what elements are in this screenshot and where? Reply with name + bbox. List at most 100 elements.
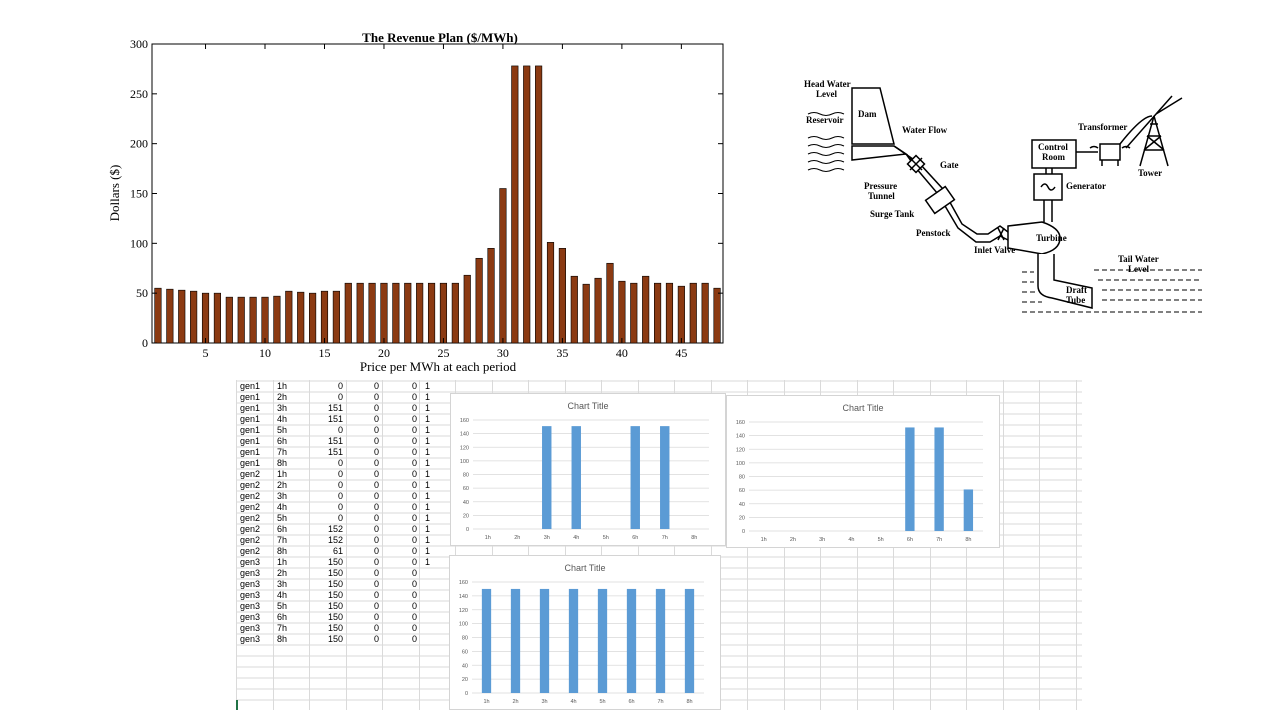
table-cell[interactable]: 0 — [373, 502, 379, 512]
table-cell[interactable]: 0 — [337, 469, 343, 479]
excel-chart-gen2[interactable]: Chart Title 0 20 40 60 80 100 120 140 160 1h 2h 3h 4h… — [726, 395, 1000, 548]
table-cell[interactable]: 0 — [337, 502, 343, 512]
table-cell[interactable]: 6h — [277, 436, 288, 446]
table-cell[interactable]: 0 — [337, 381, 343, 391]
table-cell[interactable]: gen2 — [240, 535, 261, 545]
table-cell[interactable]: 1 — [425, 480, 431, 490]
table-cell[interactable]: 1 — [425, 469, 431, 479]
table-cell[interactable]: 0 — [411, 568, 417, 578]
table-cell[interactable]: 0 — [411, 469, 417, 479]
table-cell[interactable]: gen2 — [240, 491, 261, 501]
table-cell[interactable]: 0 — [373, 535, 379, 545]
table-cell[interactable]: 0 — [373, 458, 379, 468]
table-cell[interactable]: 8h — [277, 458, 288, 468]
table-cell[interactable]: 7h — [277, 447, 288, 457]
table-cell[interactable]: 0 — [411, 425, 417, 435]
table-cell[interactable]: 0 — [411, 634, 417, 644]
table-cell[interactable]: 0 — [411, 590, 417, 600]
excel-bar[interactable] — [934, 427, 944, 531]
table-cell[interactable]: 0 — [411, 535, 417, 545]
table-cell[interactable]: 6h — [277, 524, 288, 534]
table-cell[interactable]: 1 — [425, 414, 431, 424]
table-cell[interactable]: 0 — [411, 557, 417, 567]
table-cell[interactable]: gen3 — [240, 557, 261, 567]
table-cell[interactable]: 0 — [373, 513, 379, 523]
table-cell[interactable]: 150 — [327, 557, 343, 567]
table-cell[interactable]: 0 — [373, 634, 379, 644]
table-cell[interactable]: 0 — [411, 414, 417, 424]
table-cell[interactable]: 150 — [327, 634, 343, 644]
table-cell[interactable]: 1 — [425, 513, 431, 523]
excel-bar[interactable] — [660, 426, 670, 529]
table-cell[interactable]: 0 — [373, 524, 379, 534]
table-cell[interactable]: 0 — [373, 480, 379, 490]
table-cell[interactable]: 0 — [411, 546, 417, 556]
table-cell[interactable]: 1 — [425, 403, 431, 413]
table-cell[interactable]: gen3 — [240, 612, 261, 622]
table-cell[interactable]: 0 — [411, 513, 417, 523]
table-cell[interactable]: 5h — [277, 425, 288, 435]
table-cell[interactable]: gen1 — [240, 392, 261, 402]
table-cell[interactable]: 0 — [337, 425, 343, 435]
excel-bar[interactable] — [963, 489, 974, 531]
table-cell[interactable]: 6h — [277, 612, 288, 622]
table-cell[interactable]: gen3 — [240, 568, 261, 578]
table-cell[interactable]: 7h — [277, 535, 288, 545]
table-cell[interactable]: 0 — [337, 491, 343, 501]
table-cell[interactable]: 1h — [277, 557, 288, 567]
table-cell[interactable]: 0 — [411, 502, 417, 512]
table-cell[interactable]: 1 — [425, 557, 431, 567]
table-cell[interactable]: 7h — [277, 623, 288, 633]
table-cell[interactable]: gen3 — [240, 601, 261, 611]
table-cell[interactable]: 0 — [411, 601, 417, 611]
data-table[interactable]: gen1 1h 0 0 0 1 gen1 2h 0 0 0 1 gen1 3h 151 0 0 1 gen1 4h 15… — [238, 381, 457, 645]
table-cell[interactable]: 150 — [327, 601, 343, 611]
table-cell[interactable]: 0 — [411, 458, 417, 468]
table-cell[interactable]: 0 — [373, 414, 379, 424]
table-cell[interactable]: gen1 — [240, 414, 261, 424]
table-cell[interactable]: gen3 — [240, 579, 261, 589]
table-cell[interactable]: 151 — [327, 436, 343, 446]
table-cell[interactable]: 0 — [373, 469, 379, 479]
table-cell[interactable]: 1 — [425, 381, 431, 391]
table-cell[interactable]: 0 — [373, 579, 379, 589]
table-cell[interactable]: 3h — [277, 579, 288, 589]
table-cell[interactable]: 1h — [277, 381, 288, 391]
table-cell[interactable]: 2h — [277, 480, 288, 490]
table-cell[interactable]: 4h — [277, 590, 288, 600]
table-cell[interactable]: 0 — [411, 381, 417, 391]
table-cell[interactable]: 0 — [373, 447, 379, 457]
table-cell[interactable]: 1 — [425, 392, 431, 402]
table-cell[interactable]: 0 — [337, 392, 343, 402]
table-cell[interactable]: 1 — [425, 524, 431, 534]
table-cell[interactable]: 0 — [411, 447, 417, 457]
table-cell[interactable]: 0 — [411, 612, 417, 622]
excel-bar[interactable] — [655, 588, 666, 693]
excel-bar[interactable] — [539, 588, 550, 693]
table-cell[interactable]: gen1 — [240, 403, 261, 413]
table-cell[interactable]: gen2 — [240, 469, 261, 479]
table-cell[interactable]: gen2 — [240, 513, 261, 523]
table-cell[interactable]: 151 — [327, 414, 343, 424]
table-cell[interactable]: gen3 — [240, 623, 261, 633]
table-cell[interactable]: gen3 — [240, 634, 261, 644]
excel-bar[interactable] — [568, 588, 579, 693]
table-cell[interactable]: 1 — [425, 458, 431, 468]
table-cell[interactable]: 3h — [277, 403, 288, 413]
table-cell[interactable]: 1 — [425, 546, 431, 556]
table-cell[interactable]: 0 — [373, 568, 379, 578]
table-cell[interactable]: 0 — [337, 513, 343, 523]
table-cell[interactable]: 2h — [277, 568, 288, 578]
table-cell[interactable]: 0 — [373, 425, 379, 435]
table-cell[interactable]: 1h — [277, 469, 288, 479]
table-cell[interactable]: gen1 — [240, 425, 261, 435]
table-cell[interactable]: 152 — [327, 524, 343, 534]
table-cell[interactable]: 0 — [411, 524, 417, 534]
table-cell[interactable]: 0 — [373, 491, 379, 501]
table-cell[interactable]: 5h — [277, 513, 288, 523]
table-cell[interactable]: gen2 — [240, 524, 261, 534]
table-cell[interactable]: gen1 — [240, 436, 261, 446]
table-cell[interactable]: 0 — [373, 546, 379, 556]
table-cell[interactable]: 0 — [373, 436, 379, 446]
table-cell[interactable]: 0 — [411, 392, 417, 402]
